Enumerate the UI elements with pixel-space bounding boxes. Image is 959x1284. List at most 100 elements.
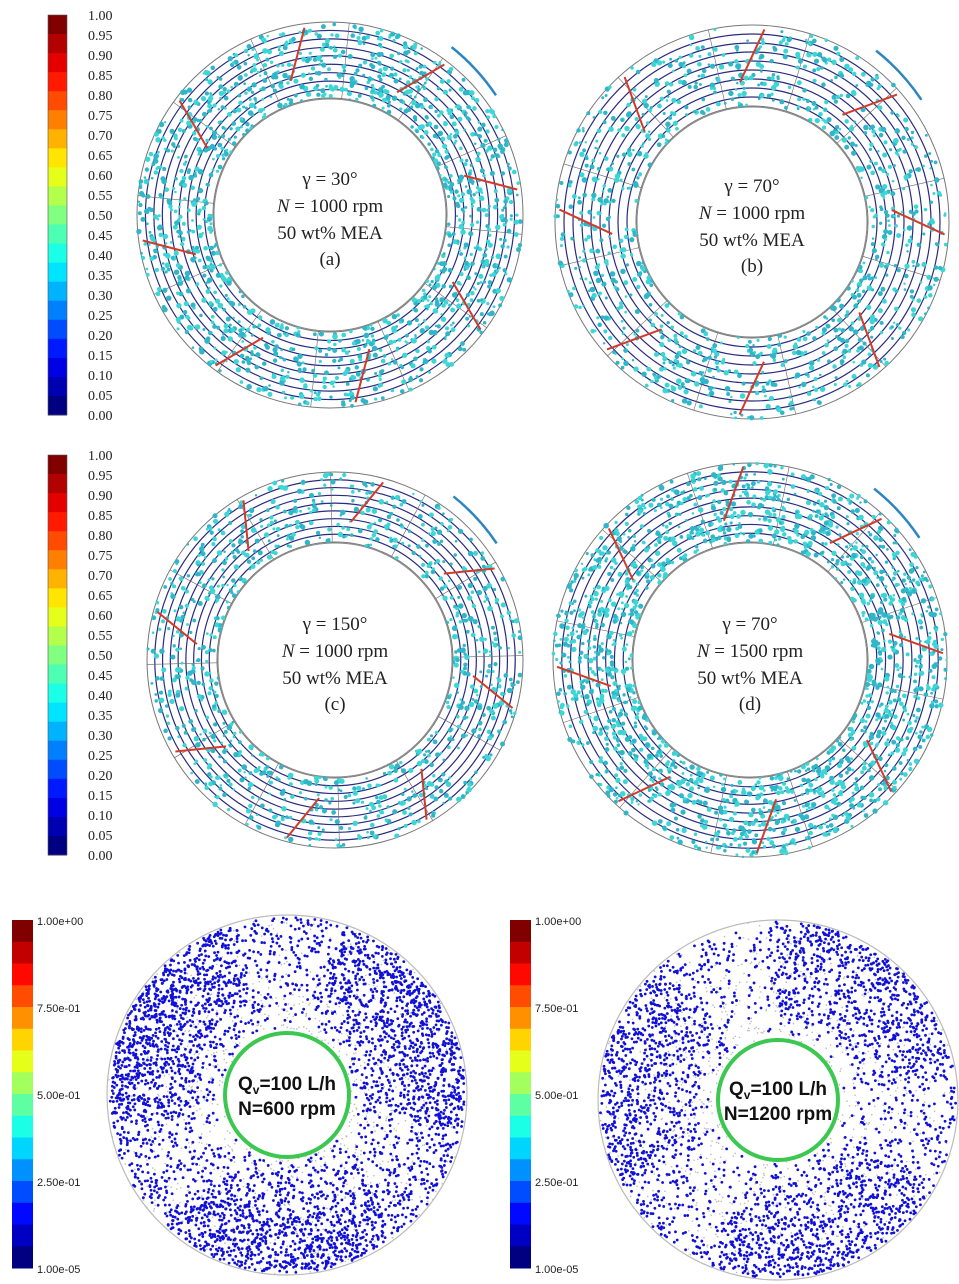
liquid-dot — [872, 515, 876, 519]
liquid-dot — [697, 814, 702, 819]
liquid-dot — [633, 599, 638, 604]
liquid-dot — [227, 808, 230, 811]
liquid-dot — [203, 758, 207, 762]
liquid-dot — [613, 792, 617, 796]
liquid-dot — [380, 46, 383, 49]
liquid-dot — [310, 389, 313, 392]
liquid-dot — [898, 673, 903, 678]
liquid-dot — [140, 217, 145, 222]
liquid-dot — [655, 551, 660, 556]
liquid-dot — [488, 280, 492, 284]
liquid-dot — [662, 356, 667, 361]
liquid-dot — [157, 166, 160, 169]
liquid-dot — [689, 53, 693, 57]
liquid-dot — [313, 332, 317, 336]
liquid-dot — [430, 106, 433, 109]
liquid-dot — [383, 354, 387, 358]
liquid-dot — [329, 94, 333, 98]
liquid-dot — [766, 837, 770, 841]
liquid-dot — [170, 655, 175, 660]
liquid-dot — [454, 140, 457, 143]
liquid-dot — [371, 334, 374, 337]
liquid-dot — [311, 369, 315, 373]
liquid-dot — [807, 768, 810, 771]
liquid-dot — [573, 142, 577, 146]
liquid-dot — [297, 354, 302, 359]
liquid-dot — [605, 747, 610, 752]
liquid-dot — [242, 133, 245, 136]
liquid-dot — [243, 305, 247, 309]
liquid-dot — [645, 763, 649, 767]
liquid-dot — [588, 658, 593, 663]
liquid-dot — [395, 495, 400, 500]
liquid-dot — [588, 604, 592, 608]
liquid-dot — [489, 650, 492, 653]
liquid-dot — [902, 150, 906, 154]
liquid-dot — [474, 132, 478, 136]
liquid-dot — [781, 515, 785, 519]
liquid-dot — [193, 137, 197, 141]
liquid-dot — [363, 345, 366, 348]
colorbar-band — [48, 339, 67, 359]
liquid-dot — [836, 568, 839, 571]
colorbar-band — [48, 703, 67, 723]
liquid-dot — [617, 607, 620, 610]
liquid-dot — [258, 315, 263, 320]
liquid-dot — [890, 325, 893, 328]
liquid-dot — [751, 486, 754, 489]
liquid-dot — [324, 798, 328, 802]
liquid-dot — [827, 478, 830, 481]
liquid-dot — [941, 638, 944, 641]
liquid-dot — [930, 201, 933, 204]
liquid-dot — [734, 59, 739, 64]
liquid-dot — [379, 78, 383, 82]
liquid-dot — [839, 304, 844, 309]
liquid-dot — [833, 500, 837, 504]
liquid-dot — [230, 328, 235, 333]
liquid-dot — [802, 805, 805, 808]
liquid-dot — [472, 193, 475, 196]
liquid-dot — [442, 512, 445, 515]
liquid-dot — [822, 551, 825, 554]
liquid-dot — [184, 301, 189, 306]
liquid-dot — [642, 142, 644, 144]
liquid-dot — [568, 204, 573, 209]
liquid-dot — [794, 799, 797, 802]
liquid-dot — [707, 52, 711, 56]
liquid-dot — [263, 63, 267, 67]
liquid-dot — [159, 122, 164, 127]
liquid-dot — [603, 120, 607, 124]
liquid-dot — [309, 77, 313, 81]
liquid-dot — [204, 338, 210, 344]
liquid-dot — [574, 304, 579, 309]
liquid-dot — [457, 178, 463, 184]
liquid-dot — [564, 637, 569, 642]
liquid-dot — [868, 557, 872, 561]
liquid-dot — [899, 643, 903, 647]
liquid-dot — [589, 281, 592, 284]
liquid-dot — [503, 223, 507, 227]
liquid-dot — [247, 87, 252, 92]
liquid-dot — [239, 117, 242, 120]
liquid-dot — [319, 71, 322, 74]
liquid-dot — [812, 68, 816, 72]
liquid-dot — [480, 556, 485, 561]
liquid-dot — [619, 540, 622, 543]
liquid-dot — [613, 568, 615, 570]
liquid-dot — [645, 742, 650, 747]
liquid-dot — [484, 139, 487, 142]
liquid-dot — [414, 118, 417, 121]
colorbar-band — [48, 186, 67, 206]
liquid-dot — [420, 124, 425, 129]
liquid-dot — [622, 332, 625, 335]
liquid-dot — [927, 307, 930, 310]
colorbar-band — [48, 684, 67, 704]
liquid-dot — [472, 698, 475, 701]
liquid-dot — [176, 263, 181, 268]
liquid-dot — [598, 731, 603, 736]
liquid-dot — [757, 47, 760, 50]
liquid-dot — [415, 750, 418, 753]
liquid-dot — [605, 648, 608, 651]
liquid-dot — [191, 663, 194, 666]
liquid-dot — [170, 129, 175, 134]
